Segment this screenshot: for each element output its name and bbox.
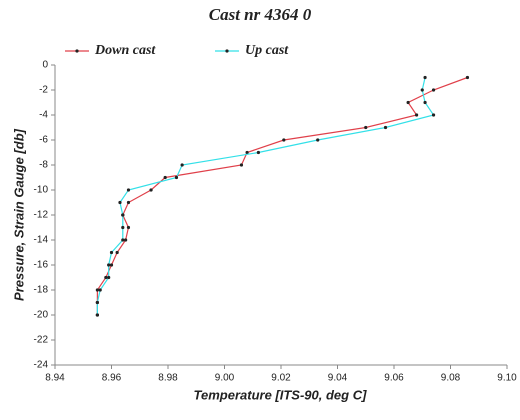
data-point <box>245 150 249 155</box>
data-point <box>118 200 122 205</box>
data-point <box>126 225 131 230</box>
data-point <box>126 188 131 192</box>
y-tick-label: -6 <box>39 135 48 146</box>
data-point <box>431 113 436 117</box>
data-point <box>420 88 424 92</box>
data-point <box>465 75 470 80</box>
y-tick-label: -22 <box>34 335 49 346</box>
data-point <box>174 175 179 180</box>
data-point <box>415 113 419 117</box>
series-line <box>96 77 435 315</box>
data-point <box>163 175 167 180</box>
x-tick-label: 8.96 <box>102 373 122 384</box>
y-tick-label: -2 <box>39 85 48 96</box>
data-point <box>423 100 427 105</box>
y-tick-label: -14 <box>34 235 49 246</box>
legend-marker <box>225 49 229 53</box>
data-point <box>149 188 153 192</box>
data-point <box>383 125 388 130</box>
data-point <box>95 300 99 305</box>
x-tick-label: 8.94 <box>45 373 65 384</box>
x-tick-label: 9.04 <box>328 373 348 384</box>
data-point <box>121 238 125 242</box>
x-tick-label: 9.02 <box>271 373 291 384</box>
series-line <box>96 76 468 315</box>
data-point <box>115 250 119 255</box>
y-tick-label: -16 <box>34 260 49 271</box>
data-point <box>126 200 131 205</box>
y-tick-label: -12 <box>34 210 49 221</box>
data-point <box>256 150 260 155</box>
data-point <box>316 138 320 142</box>
x-tick-label: 9.08 <box>441 373 461 384</box>
data-point <box>282 138 286 142</box>
y-tick-label: -18 <box>34 285 49 296</box>
x-axis-label: Temperature [ITS-90, deg C] <box>194 387 368 402</box>
data-point <box>431 88 436 92</box>
data-point <box>107 275 111 280</box>
data-point <box>180 163 184 167</box>
data-point <box>364 125 368 130</box>
data-point <box>121 213 125 217</box>
data-point <box>406 100 410 105</box>
y-axis-label: Pressure, Strain Gauge [db] <box>11 128 26 301</box>
data-point <box>124 238 128 242</box>
data-point <box>95 288 99 292</box>
data-point <box>107 263 111 267</box>
y-tick-label: 0 <box>42 60 48 71</box>
legend-label: Up cast <box>245 43 289 58</box>
data-point <box>98 288 102 292</box>
y-tick-label: -24 <box>34 360 49 371</box>
y-tick-label: -8 <box>39 160 48 171</box>
data-point <box>109 250 114 255</box>
data-point <box>121 225 125 230</box>
data-point <box>95 313 99 317</box>
data-point <box>423 75 427 80</box>
data-point <box>104 275 108 280</box>
x-tick-label: 8.98 <box>158 373 178 384</box>
y-tick-label: -4 <box>39 110 48 121</box>
data-point <box>239 163 244 167</box>
x-tick-label: 9.00 <box>215 373 235 384</box>
y-tick-label: -10 <box>34 185 49 196</box>
data-point <box>109 263 114 267</box>
x-tick-label: 9.06 <box>384 373 404 384</box>
x-tick-label: 9.10 <box>497 373 517 384</box>
y-tick-label: -20 <box>34 310 49 321</box>
legend-marker <box>75 49 79 53</box>
chart-title: Cast nr 4364 0 <box>209 5 312 24</box>
legend-label: Down cast <box>94 43 156 58</box>
